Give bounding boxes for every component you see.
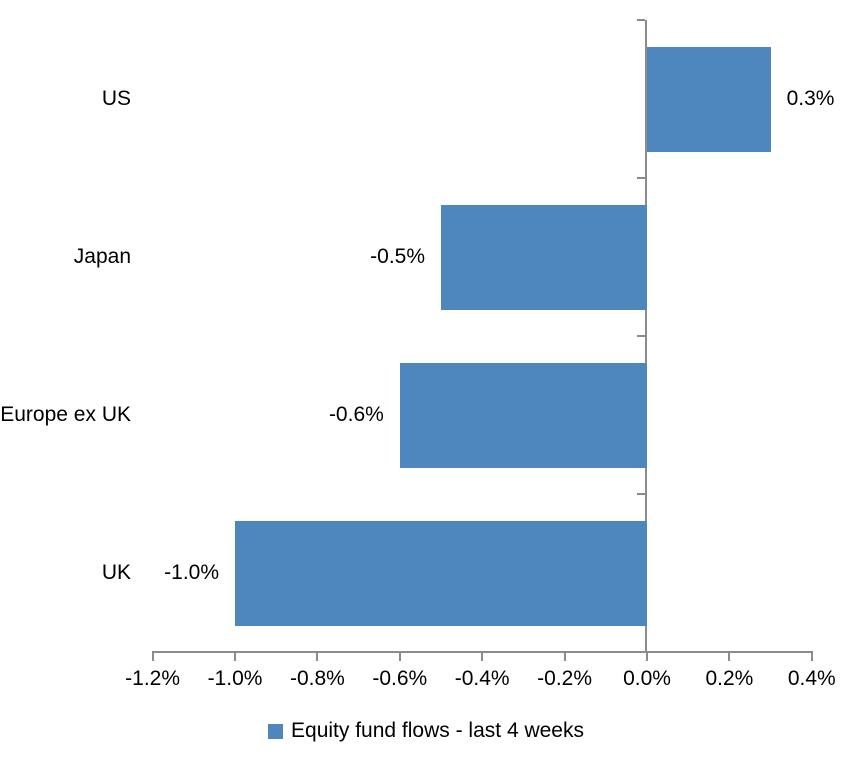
x-axis-tick bbox=[234, 652, 236, 661]
category-label: US bbox=[101, 87, 131, 110]
x-axis-tick bbox=[316, 652, 319, 661]
category-label: Japan bbox=[73, 245, 131, 268]
data-label: -0.5% bbox=[370, 245, 425, 268]
x-axis-tick bbox=[810, 652, 813, 661]
data-label: -0.6% bbox=[328, 403, 384, 426]
legend-label: Equity fund flows - last 4 weeks bbox=[291, 719, 584, 742]
legend-swatch bbox=[268, 723, 284, 739]
x-axis-tick-label: 0.2% bbox=[705, 667, 754, 690]
x-axis-tick bbox=[398, 652, 401, 661]
x-axis-tick-label: 0.4% bbox=[787, 667, 836, 690]
bar bbox=[399, 362, 647, 468]
category-axis-tick bbox=[637, 177, 645, 179]
category-label: UK bbox=[101, 561, 131, 584]
bar bbox=[235, 520, 647, 626]
x-axis-tick-label: -0.8% bbox=[289, 667, 345, 690]
x-axis-tick bbox=[563, 652, 566, 661]
category-label: Europe ex UK bbox=[0, 403, 131, 426]
category-axis-tick bbox=[637, 19, 645, 21]
x-axis-tick-label: 0.0% bbox=[623, 667, 671, 690]
x-axis-tick-label: -1.2% bbox=[125, 667, 181, 690]
x-axis-tick-label: -1.0% bbox=[207, 667, 263, 690]
data-label: 0.3% bbox=[786, 87, 835, 110]
x-axis-tick bbox=[728, 652, 731, 661]
bar bbox=[647, 46, 771, 152]
category-axis-tick bbox=[637, 335, 645, 337]
x-axis-tick bbox=[481, 652, 484, 661]
x-axis-tick bbox=[646, 652, 648, 661]
x-axis-tick-label: -0.4% bbox=[454, 667, 510, 690]
x-axis-tick-label: -0.2% bbox=[537, 667, 593, 690]
category-axis-tick bbox=[637, 493, 645, 495]
x-axis-tick-label: -0.6% bbox=[372, 667, 428, 690]
data-label: -1.0% bbox=[164, 561, 219, 584]
legend: Equity fund flows - last 4 weeks bbox=[0, 716, 852, 746]
bar bbox=[441, 204, 647, 310]
zero-axis-line bbox=[645, 20, 647, 653]
x-axis-tick bbox=[151, 652, 154, 661]
